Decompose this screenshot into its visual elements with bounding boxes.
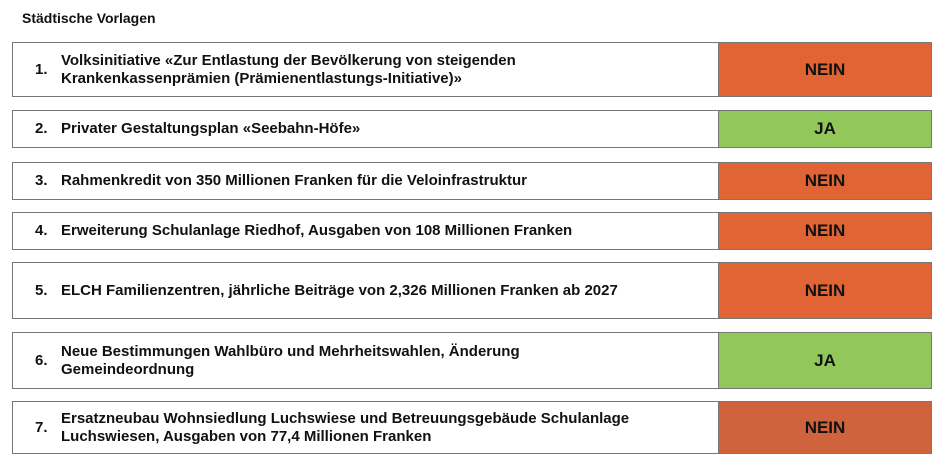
item-title: Erweiterung Schulanlage Riedhof, Ausgabe…: [61, 222, 573, 239]
item-number: 7.: [35, 418, 48, 436]
vote-row: 6. Neue Bestimmungen Wahlbüro und Mehrhei…: [12, 332, 932, 389]
vote-row: 5. ELCH Familienzentren, jährliche Beiträ…: [12, 262, 932, 319]
item-text-cell: 1. Volksinitiative «Zur Entlastung der Be…: [13, 43, 719, 96]
result-badge: NEIN: [719, 263, 931, 318]
item-title: Ersatzneubau Wohnsiedlung Luchswiese und…: [61, 409, 630, 445]
item-title: Privater Gestaltungsplan «Seebahn-Höfe»: [61, 120, 361, 137]
result-badge: NEIN: [719, 402, 931, 453]
result-badge: JA: [719, 111, 931, 147]
item-number: 1.: [35, 60, 48, 78]
item-text-cell: 3. Rahmenkredit von 350 Millionen Franken…: [13, 163, 719, 199]
vote-row: 7. Ersatzneubau Wohnsiedlung Luchswiese u…: [12, 401, 932, 454]
item-text-cell: 2. Privater Gestaltungsplan «Seebahn-Höfe…: [13, 111, 719, 147]
vote-row: 4. Erweiterung Schulanlage Riedhof, Ausga…: [12, 212, 932, 250]
item-number: 6.: [35, 351, 48, 369]
vote-row: 2. Privater Gestaltungsplan «Seebahn-Höfe…: [12, 110, 932, 148]
result-badge: NEIN: [719, 43, 931, 96]
item-title: Volksinitiative «Zur Entlastung der Bevö…: [61, 51, 516, 87]
item-number: 4.: [35, 222, 48, 239]
item-text-cell: 6. Neue Bestimmungen Wahlbüro und Mehrhei…: [13, 333, 719, 388]
vote-row: 3. Rahmenkredit von 350 Millionen Franken…: [12, 162, 932, 200]
item-number: 2.: [35, 120, 48, 137]
item-title: Neue Bestimmungen Wahlbüro und Mehrheits…: [61, 342, 520, 378]
result-badge: NEIN: [719, 163, 931, 199]
item-title: ELCH Familienzentren, jährliche Beiträge…: [61, 281, 618, 299]
item-text-cell: 5. ELCH Familienzentren, jährliche Beiträ…: [13, 263, 719, 318]
item-number: 5.: [35, 281, 48, 299]
section-title: Städtische Vorlagen: [22, 10, 156, 26]
result-badge: JA: [719, 333, 931, 388]
item-number: 3.: [35, 172, 48, 189]
item-text-cell: 4. Erweiterung Schulanlage Riedhof, Ausga…: [13, 213, 719, 249]
item-title: Rahmenkredit von 350 Millionen Franken f…: [61, 172, 527, 189]
vote-row: 1. Volksinitiative «Zur Entlastung der Be…: [12, 42, 932, 97]
result-badge: NEIN: [719, 213, 931, 249]
item-text-cell: 7. Ersatzneubau Wohnsiedlung Luchswiese u…: [13, 402, 719, 453]
